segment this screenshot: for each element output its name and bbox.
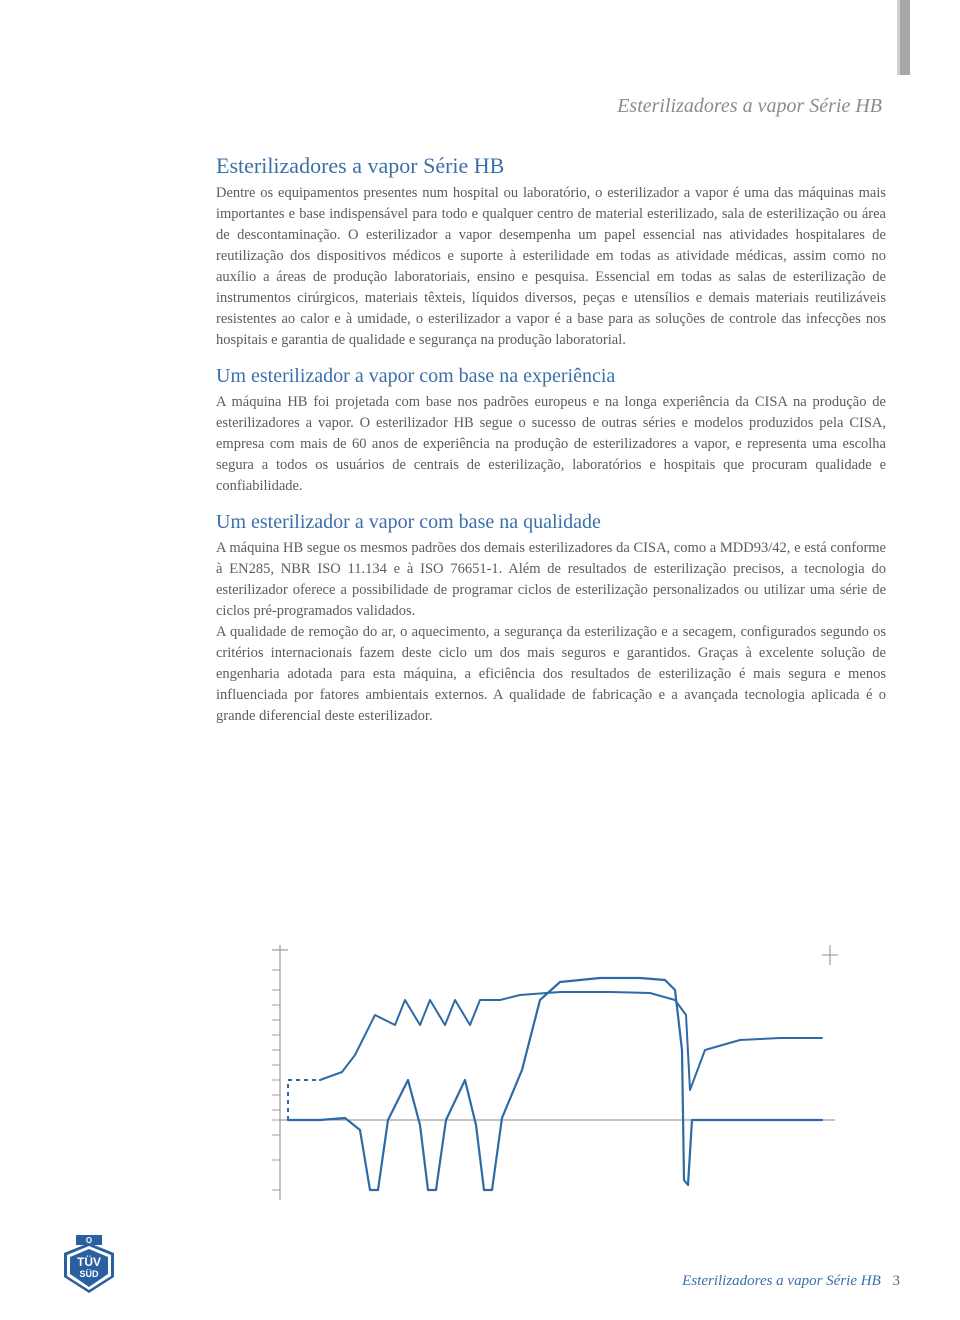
section2-body: A máquina HB foi projetada com base nos … (216, 392, 886, 497)
main-content: Esterilizadores a vapor Série HB Dentre … (216, 153, 886, 727)
section2-title: Um esterilizador a vapor com base na exp… (216, 365, 886, 388)
header-accent-bar (900, 0, 910, 75)
section1-title: Esterilizadores a vapor Série HB (216, 153, 886, 179)
page-footer: Esterilizadores a vapor Série HB 3 (682, 1273, 900, 1290)
footer-page-number: 3 (893, 1273, 901, 1289)
header-accent-bar-inner (897, 0, 900, 75)
tuv-badge: Q TÜV SÜD (58, 1233, 120, 1295)
badge-tuv-label: TÜV (77, 1254, 101, 1269)
chart-svg (260, 920, 860, 1220)
tuv-badge-svg: Q TÜV SÜD (58, 1233, 120, 1295)
section1-body: Dentre os equipamentos presentes num hos… (216, 183, 886, 351)
badge-sud-label: SÜD (79, 1269, 99, 1279)
page-header-title: Esterilizadores a vapor Série HB (617, 95, 882, 118)
footer-text: Esterilizadores a vapor Série HB (682, 1273, 881, 1289)
section3-body: A máquina HB segue os mesmos padrões dos… (216, 538, 886, 727)
sterilization-cycle-chart (260, 920, 860, 1220)
section3-title: Um esterilizador a vapor com base na qua… (216, 511, 886, 534)
